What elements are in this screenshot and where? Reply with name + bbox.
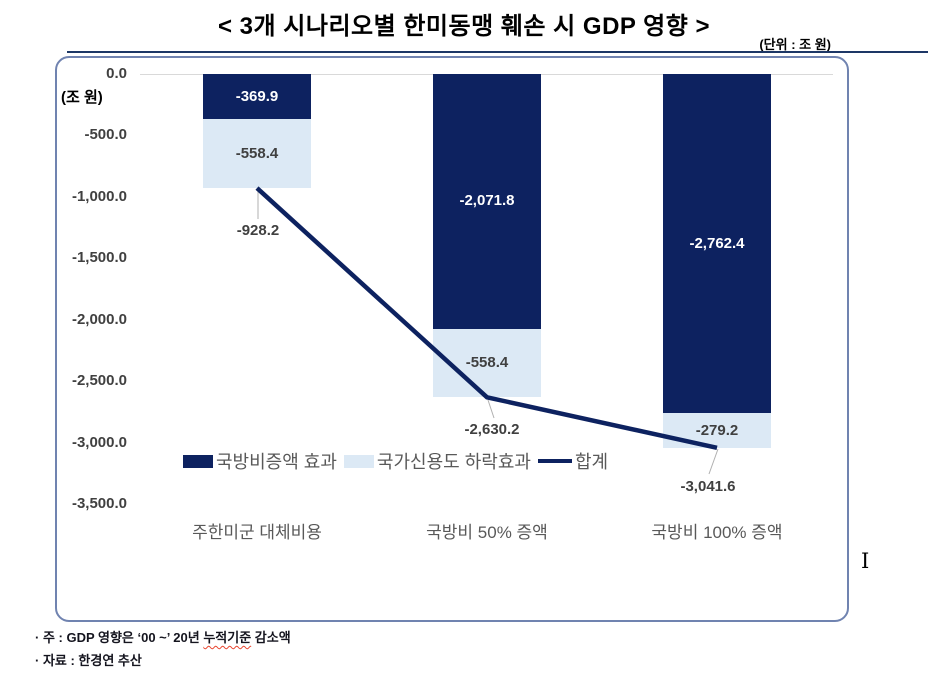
total-value-label: -3,041.6 (680, 478, 736, 495)
footnotes: · 주 : GDP 영향은 ‘00 ~’ 20년 누적기준 감소액 · 자료 :… (35, 626, 291, 672)
bar-segment-value-label: -558.4 (235, 144, 279, 162)
legend-item: 국가신용도 하락효과 (343, 448, 531, 474)
footnote-note1-prefix: · 주 : GDP 영향은 ‘00 ~’ 20년 (35, 630, 204, 645)
y-axis-tick-label: -1,500.0 (71, 249, 127, 267)
chart-plot-area: (조 원) 0.0 -500.0 -1,000.0 -1,500.0 -2,000.0 -… (55, 56, 849, 622)
title-divider-rule (67, 51, 928, 53)
total-value-label: -928.2 (236, 222, 280, 239)
legend-swatch-icon (183, 454, 213, 468)
footnote-note1-suffix: 감소액 (251, 630, 291, 645)
chart-legend: 국방비증액 효과 국가신용도 하락효과 합계 (183, 448, 608, 474)
chart-title: < 3개 시나리오별 한미동맹 훼손 시 GDP 영향 > (218, 13, 710, 40)
y-axis-tick-label: -2,500.0 (71, 372, 127, 390)
legend-item: 국방비증액 효과 (183, 448, 337, 474)
bar-segment-defense-increase (203, 74, 311, 120)
label-leader-line (487, 399, 495, 419)
bar-segment-value-label: -279.2 (695, 421, 739, 439)
legend-label: 국방비증액 효과 (216, 452, 337, 472)
bar-segment-value-label: -2,762.4 (689, 234, 745, 252)
x-axis-category-label: 국방비 100% 증액 (651, 523, 783, 542)
y-axis-tick-label: -1,000.0 (71, 187, 127, 205)
footnote-note1-spellcheck-word: 누적기준 (203, 630, 252, 645)
y-axis-tick-label: -3,000.0 (71, 433, 127, 451)
unit-label: (단위 : 조 원) (759, 37, 831, 52)
legend-line-marker-icon (537, 459, 572, 463)
x-axis-category-label: 주한미군 대체비용 (192, 523, 322, 542)
x-axis-category-label: 국방비 50% 증액 (426, 523, 548, 542)
text-cursor: I (861, 549, 870, 573)
legend-label: 국가신용도 하락효과 (376, 452, 531, 472)
legend-label: 합계 (574, 452, 609, 472)
footnote-data-source: · 자료 : 한경연 추산 (35, 653, 142, 668)
label-leader-line (708, 448, 719, 475)
y-axis-tick-label: 0.0 (106, 65, 127, 82)
bar-segment-credit-downgrade (203, 119, 311, 189)
bar-segment-value-label: -2,071.8 (459, 192, 515, 210)
footnote-source-note: · 주 : GDP 영향은 ‘00 ~’ 20년 누적기준 감소액 (35, 626, 291, 649)
legend-swatch-icon (343, 454, 374, 468)
y-axis-tick-label: -2,000.0 (71, 310, 127, 328)
bar-segment-value-label: -558.4 (465, 353, 509, 371)
bar-segment-value-label: -369.9 (235, 87, 279, 105)
y-axis-unit-label: (조 원) (61, 89, 103, 106)
y-axis-tick-label: -500.0 (84, 126, 127, 144)
legend-item: 합계 (537, 448, 609, 474)
y-axis-tick-label: -3,500.0 (71, 495, 127, 513)
total-value-label: -2,630.2 (464, 421, 520, 438)
